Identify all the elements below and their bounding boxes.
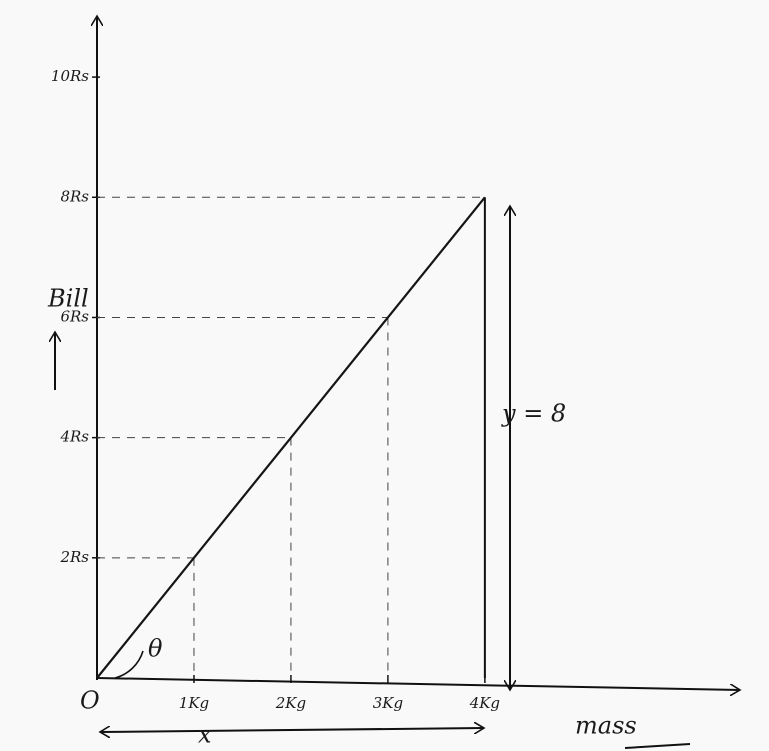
y-tick-label: 4Rs <box>59 428 89 446</box>
x-tick-label: 1Kg <box>179 694 209 712</box>
x-label-underline <box>625 744 690 748</box>
chart: Bill mass O θ y = 8 x 2Rs4Rs6Rs8Rs10Rs1K… <box>0 0 769 751</box>
x-tick-label: 2Kg <box>275 694 306 712</box>
x-tick-label: 3Kg <box>373 694 403 712</box>
run-label: x <box>198 721 212 749</box>
x-axis-label: mass <box>575 712 637 740</box>
y-tick-label: 6Rs <box>60 307 89 325</box>
y-tick-label: 10Rs <box>51 67 89 85</box>
run-arrow <box>100 728 484 732</box>
page: Bill mass O θ y = 8 x 2Rs4Rs6Rs8Rs10Rs1K… <box>0 0 769 751</box>
rise-label: y = 8 <box>501 400 566 428</box>
x-tick-label: 4Kg <box>469 694 500 712</box>
y-tick-label: 8Rs <box>60 187 89 205</box>
y-tick-label: 2Rs <box>59 548 89 566</box>
origin-label: O <box>80 687 100 715</box>
angle-label: θ <box>148 635 163 663</box>
angle-arc <box>115 651 143 678</box>
